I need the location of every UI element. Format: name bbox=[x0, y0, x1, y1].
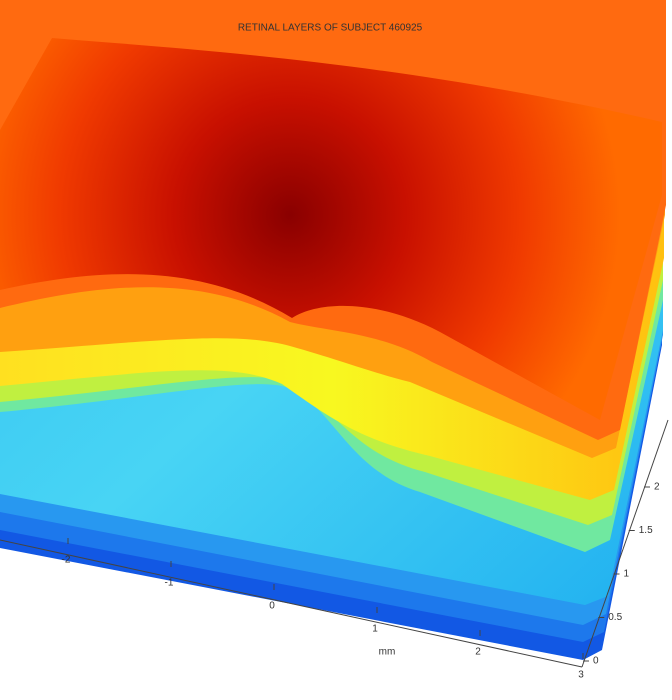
y-tick-label: 2 bbox=[654, 482, 660, 493]
y-tick-label: 1 bbox=[624, 569, 630, 580]
x-axis-line bbox=[0, 539, 583, 668]
x-tick-label: 0 bbox=[269, 601, 275, 612]
y-tick-label: 0.5 bbox=[608, 612, 622, 623]
x-tick-label: 1 bbox=[372, 624, 378, 635]
surfaces bbox=[0, 0, 666, 660]
chart-title: RETINAL LAYERS OF SUBJECT 460925 bbox=[238, 23, 423, 34]
y-axis-line bbox=[581, 419, 669, 668]
layer-surface bbox=[0, 38, 662, 420]
y-tick-label: 1.5 bbox=[639, 525, 653, 536]
y-tick-label: 0 bbox=[593, 656, 599, 667]
x-tick-label: 3 bbox=[578, 670, 584, 681]
x-tick-label: 2 bbox=[475, 647, 481, 658]
x-tick-label: -2 bbox=[62, 555, 71, 566]
x-tick-label: -1 bbox=[165, 578, 174, 589]
x-axis-label: mm bbox=[379, 647, 396, 658]
